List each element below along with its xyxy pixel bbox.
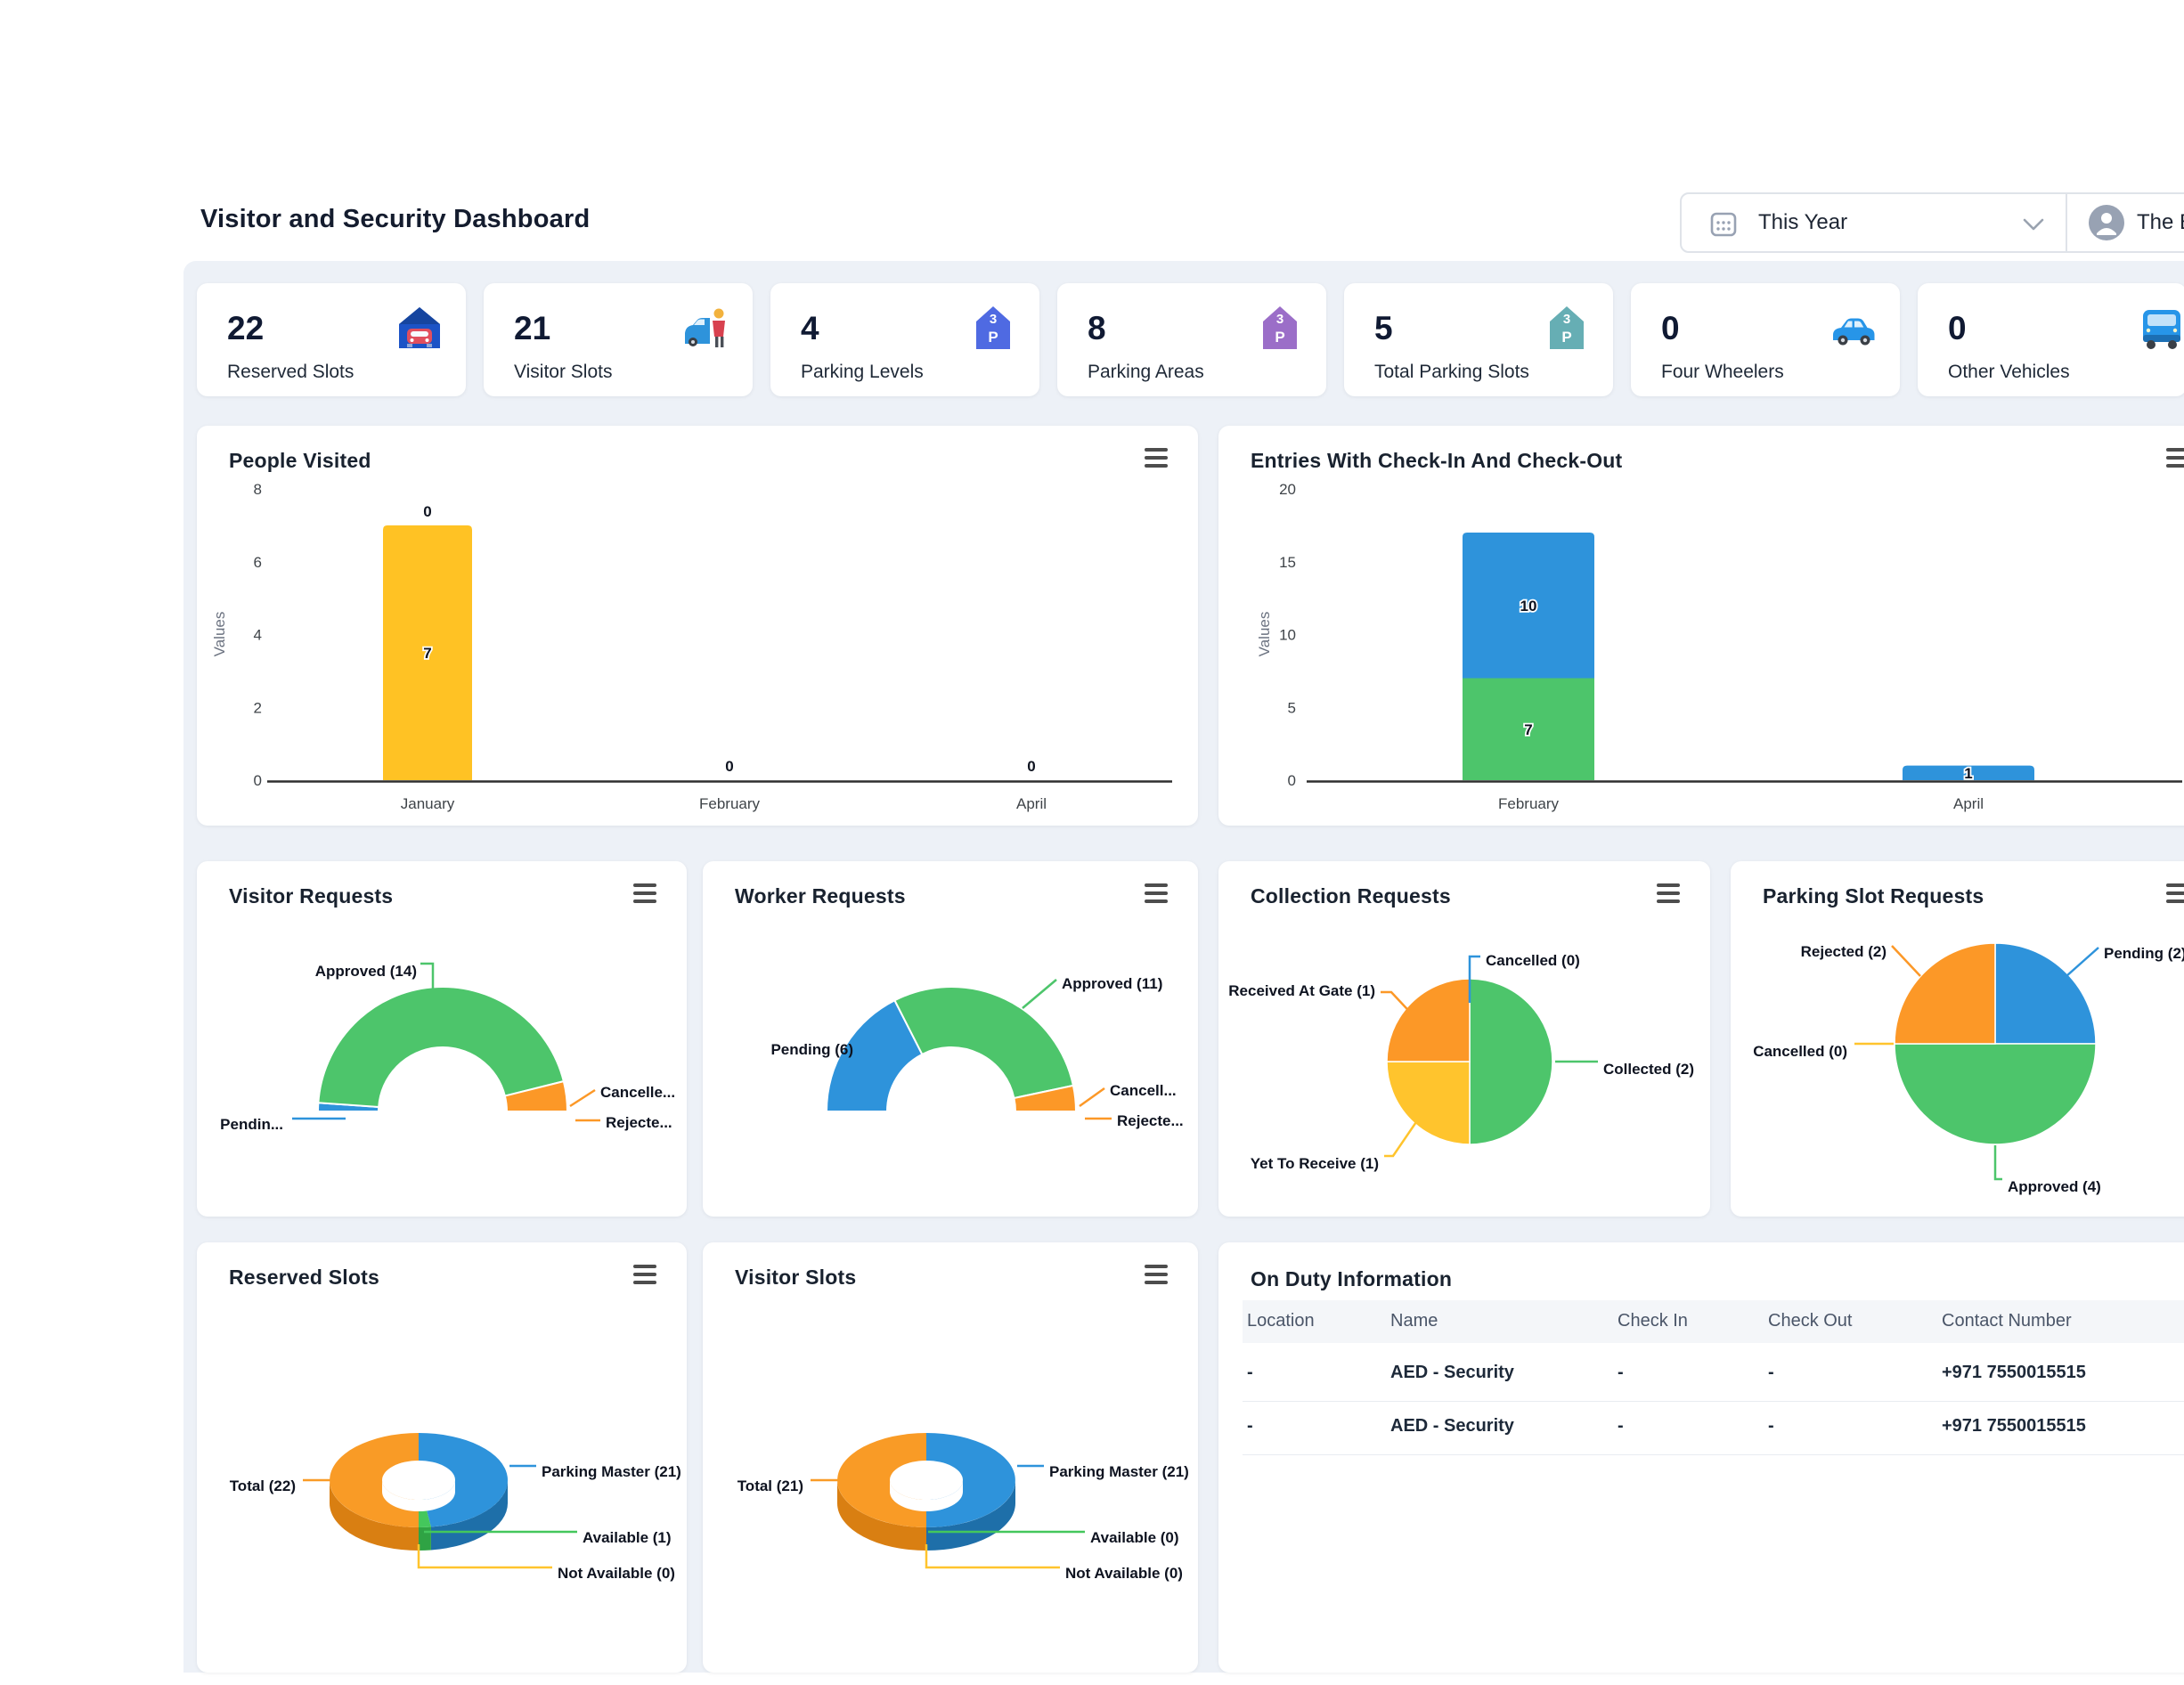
cell-name: AED - Security [1390, 1363, 1514, 1382]
cell-check-in: - [1618, 1363, 1624, 1382]
visitor-requests-menu-icon[interactable] [633, 882, 658, 905]
stat-value: 4 [801, 310, 819, 346]
stat-value: 21 [514, 310, 551, 346]
worker-requests-menu-icon[interactable] [1145, 882, 1169, 905]
cell-contact-number: +971 7550015515 [1942, 1363, 2086, 1382]
stat-label: Reserved Slots [227, 362, 354, 382]
stat-card-reserved-slots: 22 Reserved Slots [197, 283, 466, 396]
column-header-name: Name [1390, 1311, 1438, 1331]
truck-icon [2143, 310, 2180, 349]
reserved-slots-menu-icon[interactable] [633, 1263, 658, 1286]
stat-card-visitor-slots: 21 Visitor Slots [484, 283, 753, 396]
stat-label: Other Vehicles [1948, 362, 2070, 382]
stat-label: Total Parking Slots [1374, 362, 1529, 382]
entries-title: Entries With Check-In And Check-Out [1251, 449, 1623, 472]
visitor-slots-title: Visitor Slots [735, 1266, 857, 1289]
stat-label: Parking Areas [1088, 362, 1204, 382]
on-duty-table-header [1243, 1300, 2184, 1343]
worker-requests-card [703, 861, 1198, 1217]
stat-label: Four Wheelers [1661, 362, 1784, 382]
car-side-icon [1833, 318, 1875, 346]
parking-tower-blue-icon: 3 P [976, 306, 1010, 349]
cell-check-out: - [1768, 1363, 1774, 1382]
stat-value: 0 [1948, 310, 1967, 346]
cell-location: - [1247, 1363, 1253, 1382]
column-header-check-out: Check Out [1768, 1311, 1853, 1331]
stat-value: 0 [1661, 310, 1680, 346]
period-selector-value: This Year [1758, 210, 1848, 234]
parking-slot-requests-menu-icon[interactable] [2166, 882, 2184, 905]
cell-contact-number: +971 7550015515 [1942, 1416, 2086, 1436]
visitor-requests-card [197, 861, 687, 1217]
visitor-requests-title: Visitor Requests [229, 884, 394, 908]
garage-car-icon [399, 307, 440, 348]
stat-value: 22 [227, 310, 265, 346]
calendar-icon [1710, 212, 1737, 237]
stat-card-other-vehicles: 0 Other Vehicles [1918, 283, 2184, 396]
column-header-check-in: Check In [1618, 1311, 1688, 1331]
cell-check-out: - [1768, 1416, 1774, 1436]
parking-slot-requests-card [1731, 861, 2184, 1217]
parking-tower-teal-icon: 3 P [1550, 306, 1584, 349]
entries-card [1218, 426, 2184, 826]
svg-text:3: 3 [1563, 312, 1570, 327]
parking-tower-purple-icon: 3 P [1263, 306, 1297, 349]
period-selector[interactable]: This Year [1682, 194, 2066, 251]
user-avatar-icon [2089, 205, 2124, 240]
worker-requests-title: Worker Requests [735, 884, 906, 908]
row-divider [1243, 1401, 2184, 1402]
row-divider [1243, 1454, 2184, 1455]
car-person-icon [685, 308, 725, 347]
cell-check-in: - [1618, 1416, 1624, 1436]
stat-card-parking-levels: 4 Parking Levels 3 P [770, 283, 1039, 396]
user-menu[interactable]: The B [2067, 194, 2184, 251]
collection-requests-menu-icon[interactable] [1657, 882, 1682, 905]
svg-text:P: P [1561, 329, 1571, 346]
people-visited-title: People Visited [229, 449, 371, 472]
column-header-contact-number: Contact Number [1942, 1311, 2072, 1331]
chevron-down-icon [2023, 218, 2044, 231]
collection-requests-title: Collection Requests [1251, 884, 1451, 908]
stat-card-total-parking-slots: 5 Total Parking Slots 3 P [1344, 283, 1613, 396]
stat-value: 8 [1088, 310, 1106, 346]
on-duty-title: On Duty Information [1251, 1267, 1453, 1290]
stat-label: Visitor Slots [514, 362, 613, 382]
cell-location: - [1247, 1416, 1253, 1436]
header-controls: This Year The B [1680, 192, 2184, 253]
header-divider [2066, 194, 2067, 251]
cell-name: AED - Security [1390, 1416, 1514, 1436]
svg-text:3: 3 [1276, 312, 1284, 327]
reserved-slots-card [197, 1242, 687, 1673]
visitor-slots-menu-icon[interactable] [1145, 1263, 1169, 1286]
svg-text:P: P [988, 329, 998, 346]
parking-slot-requests-title: Parking Slot Requests [1763, 884, 1984, 908]
user-menu-label: The B [2137, 210, 2184, 234]
stat-label: Parking Levels [801, 362, 924, 382]
stat-card-four-wheelers: 0 Four Wheelers [1631, 283, 1900, 396]
page-title: Visitor and Security Dashboard [200, 205, 591, 233]
entries-menu-icon[interactable] [2166, 446, 2184, 469]
people-visited-menu-icon[interactable] [1145, 446, 1169, 469]
visitor-slots-card [703, 1242, 1198, 1673]
stat-value: 5 [1374, 310, 1393, 346]
people-visited-card [197, 426, 1198, 826]
stat-card-parking-areas: 8 Parking Areas 3 P [1057, 283, 1326, 396]
reserved-slots-title: Reserved Slots [229, 1266, 379, 1289]
svg-text:3: 3 [990, 312, 997, 327]
svg-text:P: P [1275, 329, 1284, 346]
collection-requests-card [1218, 861, 1710, 1217]
column-header-location: Location [1247, 1311, 1315, 1331]
